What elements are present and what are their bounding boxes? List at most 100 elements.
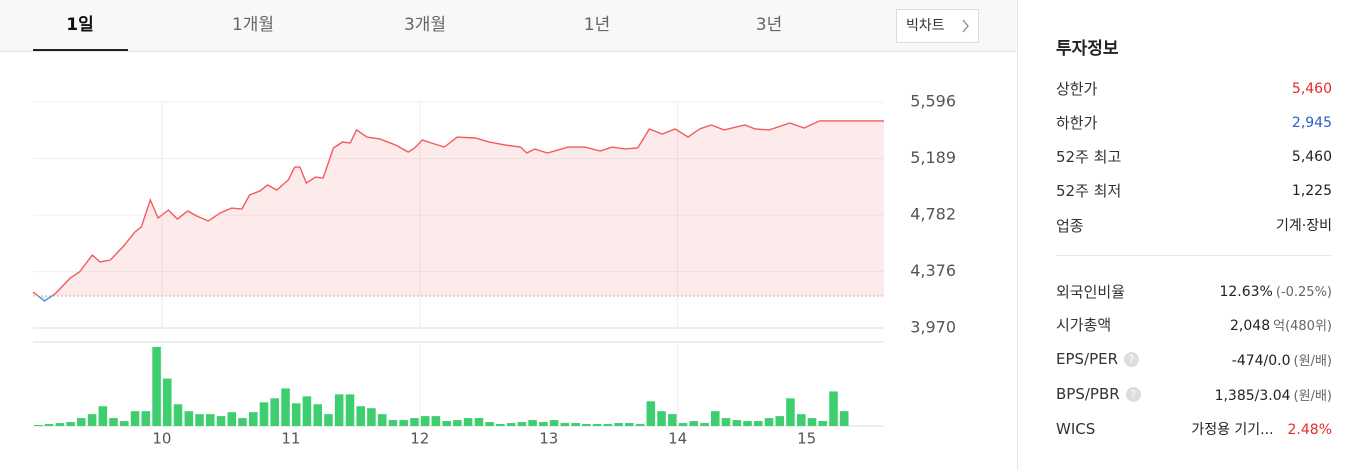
info-label-text: 시가총액 (1056, 315, 1112, 334)
info-label-text: BPS/PBR (1056, 385, 1120, 403)
x-tick-label: 12 (410, 430, 429, 448)
info-value: -474/0.0 (1231, 352, 1291, 369)
volume-bar (367, 408, 376, 426)
volume-bar (775, 416, 785, 426)
tab[interactable]: 3년 (756, 15, 782, 35)
info-row: WICS 가정용 기기... 2.48% (1056, 417, 1332, 441)
volume-bar (410, 418, 419, 426)
volume-bar (399, 420, 408, 426)
volume-bar (345, 394, 355, 426)
info-row: 외국인비율 12.63% (-0.25%) (1056, 279, 1332, 303)
big-chart-button[interactable] (896, 9, 979, 43)
volume-bar (700, 423, 709, 426)
volume-bar (539, 422, 548, 426)
volume-bar (528, 420, 537, 426)
volume-bar (571, 423, 580, 426)
volume-bar (678, 423, 688, 426)
volume-bar (506, 423, 516, 426)
volume-bar (711, 411, 720, 426)
x-tick-label: 10 (152, 430, 171, 448)
volume-bar (431, 416, 441, 426)
big-chart-label[interactable]: 빅차트 (906, 18, 945, 34)
volume-bar (839, 411, 849, 426)
info-value: 5,460 (1291, 149, 1332, 165)
info-row: 시가총액 2,048 억(480위) (1056, 312, 1332, 336)
info-value-wrap: 5,460 (1292, 147, 1332, 165)
chevron-icon[interactable] (962, 19, 969, 33)
chart-area: 1일 1개월 3개월 1년 3년 빅차트 3,970 4,376 4,782 5,189 5,5… (0, 9, 1017, 448)
volume-bar (624, 423, 634, 426)
volume-bar (786, 398, 795, 426)
volume-bar (753, 421, 763, 426)
y-tick-label: 5,189 (910, 148, 956, 167)
volume-bar (603, 424, 613, 426)
volume-bar (152, 346, 161, 426)
info-label-text: WICS (1056, 420, 1096, 438)
tab[interactable]: 3개월 (404, 15, 446, 35)
volume-bar (259, 402, 269, 426)
info-value-wrap: 가정용 기기... 2.48% (1191, 419, 1332, 439)
volume-bar (496, 424, 505, 426)
x-tick-label: 13 (539, 430, 558, 448)
info-note: (원/배) (1293, 353, 1332, 369)
volume-bar (334, 394, 344, 426)
tab[interactable]: 1년 (584, 15, 610, 35)
volume-bar (689, 421, 699, 426)
volume-bar (668, 414, 677, 426)
y-tick-label: 4,782 (910, 205, 956, 224)
info-value-wrap: 2,945 (1292, 113, 1332, 131)
tab[interactable]: 1개월 (232, 15, 274, 35)
info-label: EPS/PER? (1056, 350, 1140, 368)
info-label: 52주 최고 (1056, 146, 1121, 167)
info-note: 2.48% (1287, 422, 1332, 438)
volume-bar (829, 391, 838, 426)
volume-bar (732, 420, 742, 426)
info-label: 52주 최저 (1056, 180, 1121, 201)
info-row: 52주 최고 5,460 (1056, 144, 1332, 168)
info-value: 2,048 (1230, 317, 1271, 334)
info-value-wrap: -474/0.0 (원/배) (1232, 350, 1332, 369)
y-tick-label: 5,596 (910, 92, 956, 111)
info-label: 외국인비율 (1056, 281, 1125, 302)
volume-bar (560, 423, 570, 426)
volume-bar (130, 411, 140, 426)
price-area (33, 120, 884, 302)
info-value-wrap: 기계·장비 (1276, 215, 1332, 235)
volume-bar (195, 414, 204, 426)
info-label: 업종 (1056, 215, 1084, 236)
volume-bar (377, 414, 387, 426)
volume-bar (646, 401, 656, 426)
volume-bar (388, 420, 398, 426)
plot: 3,970 4,376 4,782 5,189 5,596 10 11 12 13 14 15 (32, 92, 956, 448)
volume-bar (474, 418, 484, 426)
info-label: WICS (1056, 420, 1095, 438)
volume-bar (77, 418, 86, 426)
info-label-text: EPS/PER (1056, 350, 1119, 368)
info-value-wrap: 5,460 (1292, 79, 1332, 97)
tab[interactable]: 1일 (66, 15, 93, 35)
info-label: 하한가 (1056, 112, 1097, 133)
separator (1056, 255, 1332, 256)
volume-bar (44, 424, 54, 426)
volume-bar (291, 403, 301, 426)
info-label-text: 52주 최저 (1056, 181, 1122, 200)
tabs: 1일 1개월 3개월 1년 3년 (33, 15, 782, 51)
help-icon: ? (1124, 352, 1140, 367)
volume-bar (485, 422, 494, 426)
volume-bar (87, 414, 97, 426)
info-label-text: 업종 (1056, 216, 1084, 235)
info-label-text: 하한가 (1056, 113, 1098, 132)
volume-bar (141, 411, 151, 426)
volume-bar (184, 411, 194, 426)
volume-bar (549, 420, 559, 426)
volume-bar (356, 406, 365, 426)
volume-bar (764, 418, 774, 426)
volume-bar (463, 418, 473, 426)
info-row: BPS/PBR? 1,385/3.04 (원/배) (1056, 382, 1332, 406)
x-tick-label: 15 (797, 430, 816, 448)
info-value: 12.63% (1219, 284, 1273, 300)
volume-bar (281, 388, 290, 426)
volume-bar (635, 424, 645, 426)
info-value: 5,460 (1291, 81, 1332, 97)
